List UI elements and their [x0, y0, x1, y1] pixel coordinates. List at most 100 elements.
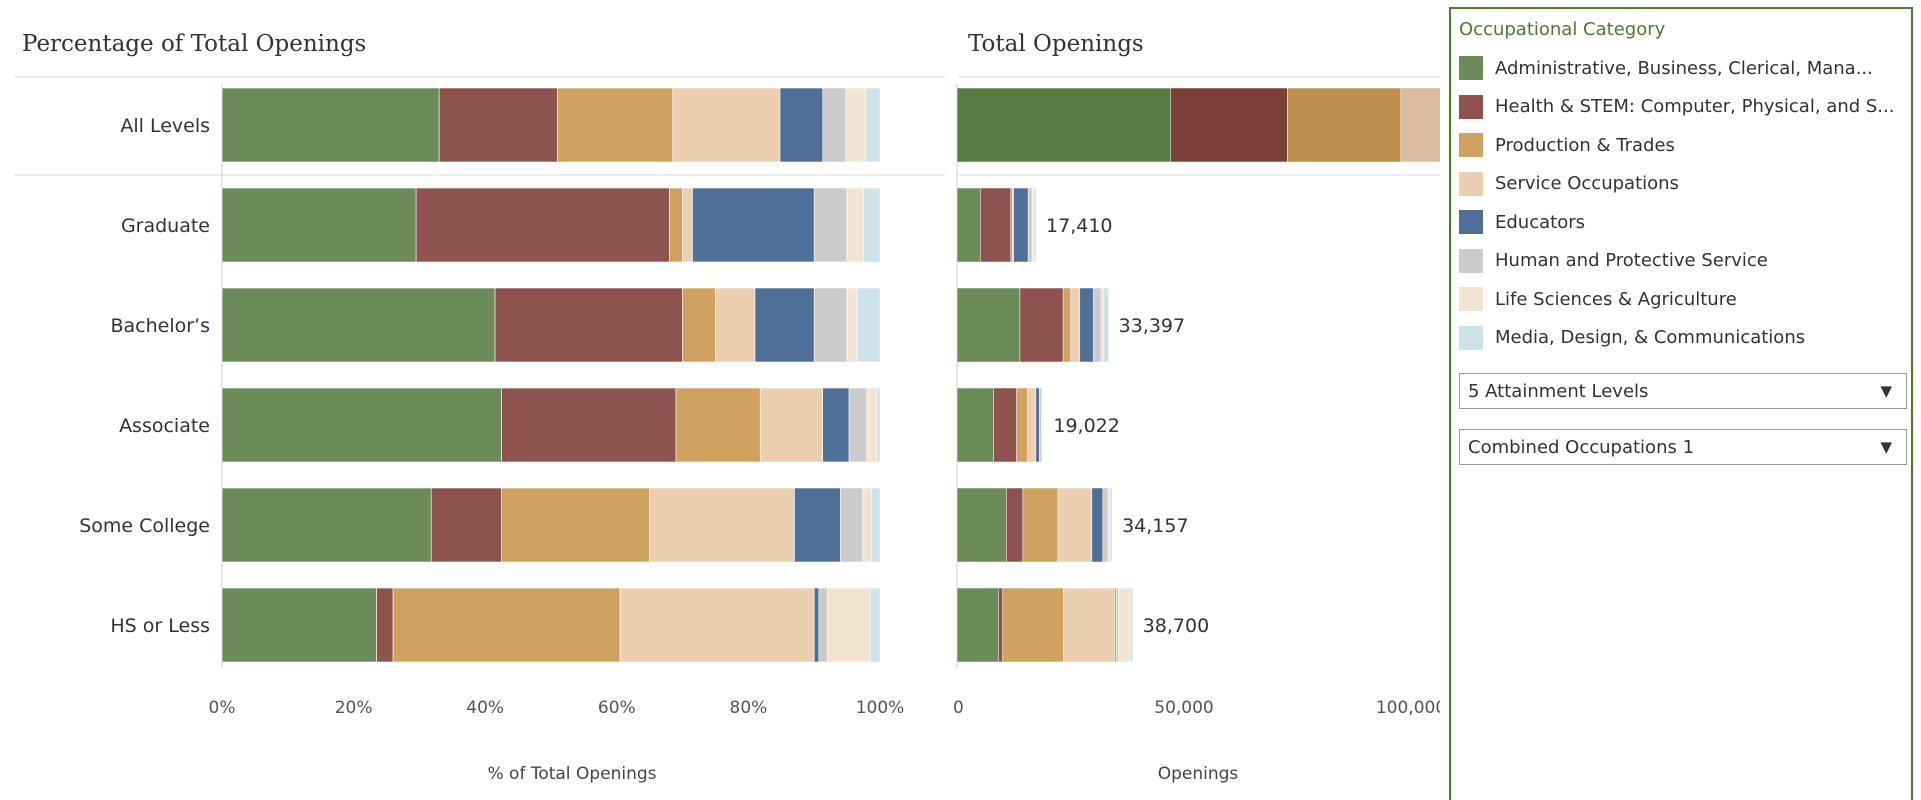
- pct-bar-segment[interactable]: [221, 187, 417, 263]
- pct-bar-segment[interactable]: [221, 287, 496, 363]
- total-bar-segment[interactable]: [1022, 487, 1059, 563]
- pct-bar-segment[interactable]: [649, 487, 795, 563]
- pct-bar-segment[interactable]: [715, 287, 756, 363]
- legend-item-administrative[interactable]: Administrative, Business, Clerical, Mana…: [1459, 49, 1909, 88]
- total-bar-segment[interactable]: [1057, 487, 1093, 563]
- total-bar-segment[interactable]: [1002, 587, 1064, 663]
- total-bar-segment[interactable]: [1109, 487, 1113, 563]
- pct-bar-segment[interactable]: [221, 487, 432, 563]
- total-bar-segment[interactable]: [1070, 287, 1081, 363]
- row-labels: All Levels Graduate Bachelor’s Associate Som…: [79, 115, 210, 637]
- legend-item-health-stem[interactable]: Health & STEM: Computer, Physical, and S…: [1459, 88, 1909, 127]
- total-bar-segment[interactable]: [1027, 187, 1033, 263]
- legend-label: Service Occupations: [1495, 173, 1679, 195]
- total-bar-segment[interactable]: [1031, 187, 1035, 263]
- total-bar-segment[interactable]: [1091, 487, 1104, 563]
- total-bar-segment[interactable]: [1170, 87, 1288, 163]
- pct-bar-segment[interactable]: [856, 287, 881, 363]
- total-bar-segment[interactable]: [1107, 487, 1111, 563]
- pct-bar-segment[interactable]: [430, 487, 502, 563]
- pct-bar-segment[interactable]: [846, 187, 864, 263]
- total-bar-segment[interactable]: [1027, 387, 1037, 463]
- pct-bar-segment[interactable]: [865, 87, 881, 163]
- total-bar-segment[interactable]: [1287, 87, 1401, 163]
- legend-item-media-design[interactable]: Media, Design, & Communications: [1459, 319, 1909, 358]
- pct-bar-segment[interactable]: [501, 487, 650, 563]
- total-bar-segment[interactable]: [1129, 587, 1133, 663]
- total-bar-segment[interactable]: [1118, 587, 1131, 663]
- total-bar-segment[interactable]: [1039, 387, 1042, 463]
- legend-item-life-sciences[interactable]: Life Sciences & Agriculture: [1459, 280, 1909, 319]
- legend-item-human-protective[interactable]: Human and Protective Service: [1459, 242, 1909, 281]
- pct-bar-segment[interactable]: [871, 487, 881, 563]
- pct-bar-segment[interactable]: [415, 187, 670, 263]
- pct-bar-segment[interactable]: [848, 387, 868, 463]
- pct-bar-segment[interactable]: [813, 587, 820, 663]
- pct-bar-segment[interactable]: [866, 387, 878, 463]
- total-bar-segment[interactable]: [956, 87, 1172, 163]
- pct-bar-segment[interactable]: [682, 287, 716, 363]
- pct-bar-segment[interactable]: [845, 87, 866, 163]
- total-bar-segment[interactable]: [993, 387, 1017, 463]
- total-bar-segment[interactable]: [1400, 87, 1440, 163]
- total-bar-segment[interactable]: [1102, 487, 1109, 563]
- legend-item-production-trades[interactable]: Production & Trades: [1459, 126, 1909, 165]
- total-bar-segment[interactable]: [956, 487, 1007, 563]
- total-bar-segment[interactable]: [956, 587, 999, 663]
- total-bar-segment[interactable]: [1079, 287, 1094, 363]
- pct-bar-segment[interactable]: [862, 487, 872, 563]
- pct-bar-segment[interactable]: [869, 587, 881, 663]
- pct-bar-segment[interactable]: [754, 287, 815, 363]
- pct-bar-segment[interactable]: [779, 87, 824, 163]
- pct-bar-segment[interactable]: [392, 587, 621, 663]
- pct-bar-segment[interactable]: [376, 587, 394, 663]
- total-bar-segment[interactable]: [1019, 287, 1064, 363]
- total-bar-segment[interactable]: [1016, 387, 1028, 463]
- pct-bar-segment[interactable]: [692, 187, 815, 263]
- total-bar-segment[interactable]: [1013, 187, 1029, 263]
- total-bar-segment[interactable]: [1035, 387, 1040, 463]
- pct-bar-segment[interactable]: [827, 587, 871, 663]
- pct-bar-segment[interactable]: [846, 287, 858, 363]
- total-bar-segment[interactable]: [956, 287, 1021, 363]
- pct-bar-segment[interactable]: [759, 387, 824, 463]
- total-bar-segment[interactable]: [1006, 487, 1024, 563]
- pct-bar-segment[interactable]: [822, 87, 847, 163]
- attainment-level-dropdown[interactable]: 5 Attainment Levels ▼: [1459, 373, 1907, 409]
- total-bar-segment[interactable]: [1093, 287, 1102, 363]
- total-bar-segment[interactable]: [1103, 287, 1109, 363]
- pct-bar-segment[interactable]: [675, 387, 761, 463]
- pct-bar-segment[interactable]: [221, 87, 440, 163]
- total-bar-segment[interactable]: [1100, 287, 1104, 363]
- pct-bar-segment[interactable]: [501, 387, 677, 463]
- legend-item-service[interactable]: Service Occupations: [1459, 165, 1909, 204]
- pct-bar-segment[interactable]: [794, 487, 841, 563]
- pct-bar-segment[interactable]: [672, 87, 781, 163]
- pct-bar-segment[interactable]: [840, 487, 864, 563]
- pct-bar-segment[interactable]: [438, 87, 558, 163]
- total-bar-segment[interactable]: [1063, 587, 1116, 663]
- total-bar-segment[interactable]: [956, 387, 994, 463]
- pct-bar-segment[interactable]: [682, 187, 693, 263]
- pct-bar-segment[interactable]: [863, 187, 881, 263]
- total-bar-segment[interactable]: [1062, 287, 1071, 363]
- pct-bar-segment[interactable]: [822, 387, 850, 463]
- pct-bar-segment[interactable]: [818, 587, 828, 663]
- pct-bar-segment[interactable]: [557, 87, 674, 163]
- pct-bar-segment[interactable]: [494, 287, 683, 363]
- total-bar-segment[interactable]: [1116, 587, 1119, 663]
- total-bar-segment[interactable]: [980, 187, 1011, 263]
- total-bar-segment[interactable]: [998, 587, 1003, 663]
- total-bar-segment[interactable]: [1033, 187, 1037, 263]
- total-bar-segment[interactable]: [956, 187, 981, 263]
- legend-label: Media, Design, & Communications: [1495, 327, 1806, 349]
- pct-bar-segment[interactable]: [669, 187, 683, 263]
- legend-item-educators[interactable]: Educators: [1459, 203, 1909, 242]
- occupations-dropdown[interactable]: Combined Occupations 1 ▼: [1459, 429, 1907, 465]
- pct-bar-segment[interactable]: [813, 287, 848, 363]
- pct-bar-segment[interactable]: [221, 587, 377, 663]
- pct-bar-segment[interactable]: [221, 387, 502, 463]
- pct-bar-segment[interactable]: [876, 387, 881, 463]
- pct-bar-segment[interactable]: [813, 187, 848, 263]
- pct-bar-segment[interactable]: [619, 587, 815, 663]
